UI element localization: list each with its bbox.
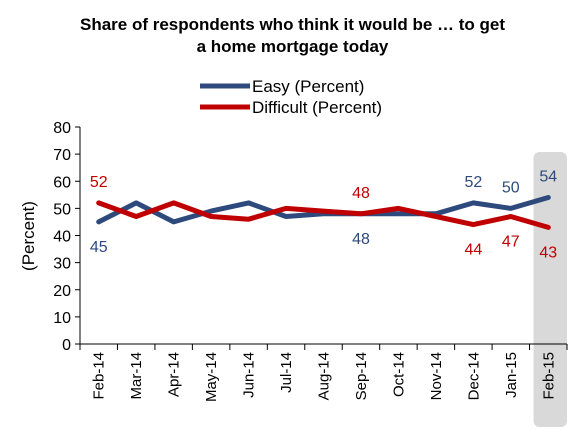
data-label-easy: 45 (90, 239, 108, 256)
highlight-band (533, 152, 567, 427)
x-tick-label: Mar-14 (128, 352, 145, 400)
data-label-difficult: 48 (352, 185, 370, 202)
y-tick-label: 20 (53, 283, 71, 300)
x-tick-label: Sep-14 (353, 352, 370, 400)
data-label-difficult: 44 (464, 242, 482, 259)
data-label-difficult: 47 (502, 234, 520, 251)
y-tick-label: 40 (53, 229, 71, 246)
x-tick-label: Jul-14 (278, 352, 295, 393)
x-tick-label: Jan-15 (503, 352, 520, 398)
x-tick-label: May-14 (203, 352, 220, 402)
y-tick-label: 0 (62, 337, 71, 354)
chart-title-line-2: a home mortgage today (196, 37, 389, 56)
legend-label-easy: Easy (Percent) (252, 77, 364, 96)
data-label-easy: 48 (352, 231, 370, 248)
legend-label-difficult: Difficult (Percent) (252, 98, 382, 117)
y-axis-title: (Percent) (19, 201, 38, 271)
x-tick-label: Oct-14 (390, 352, 407, 397)
series-line-easy (96, 195, 551, 225)
x-tick-label: Nov-14 (428, 352, 445, 400)
data-label-difficult: 43 (539, 244, 557, 261)
y-tick-label: 70 (53, 147, 71, 164)
y-tick-label: 50 (53, 201, 71, 218)
series-line-difficult (96, 200, 551, 230)
data-label-easy: 50 (502, 179, 520, 196)
data-label-easy: 54 (539, 169, 557, 186)
data-label-easy: 52 (464, 174, 482, 191)
y-tick-label: 10 (53, 310, 71, 327)
x-tick-label: Jun-14 (241, 352, 258, 398)
y-tick-label: 60 (53, 174, 71, 191)
x-tick-label: Apr-14 (166, 352, 183, 397)
chart-title: Share of respondents who think it would … (0, 14, 585, 58)
x-tick-label: Dec-14 (465, 352, 482, 400)
y-tick-label: 30 (53, 256, 71, 273)
x-tick-label: Aug-14 (316, 352, 333, 400)
chart-title-line-1: Share of respondents who think it would … (79, 15, 505, 34)
x-tick-label: Feb-15 (540, 352, 557, 400)
data-label-difficult: 52 (90, 174, 108, 191)
y-tick-label: 80 (53, 120, 71, 137)
x-tick-label: Feb-14 (91, 352, 108, 400)
